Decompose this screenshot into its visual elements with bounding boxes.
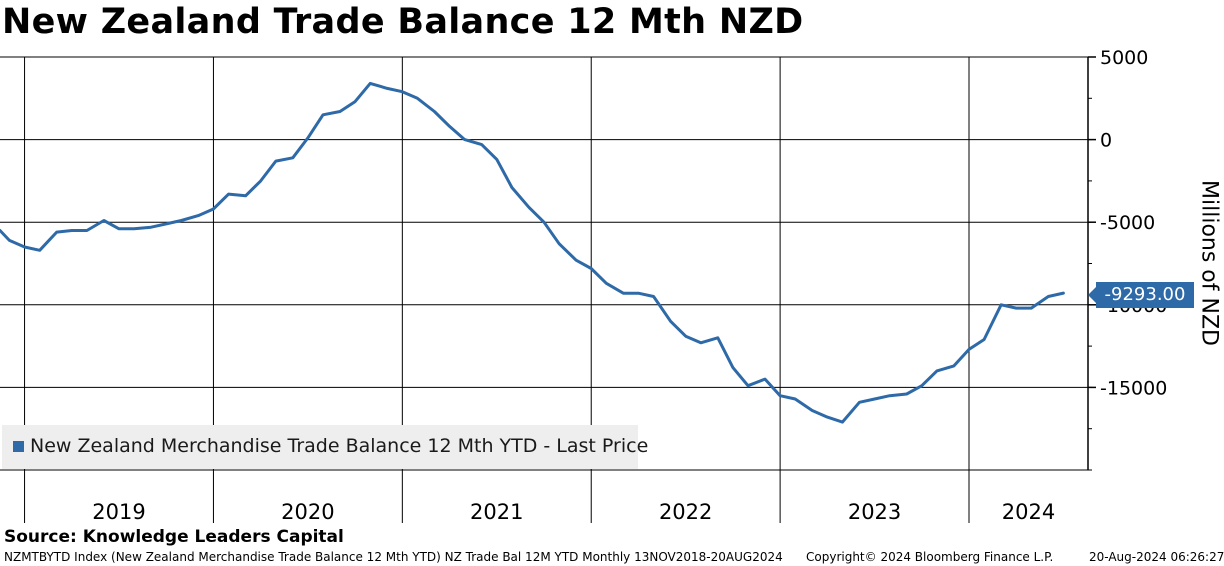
y-tick-label: -15000 — [1100, 377, 1167, 399]
y-axis-label: Millions of NZD — [1196, 180, 1222, 346]
chart-legend: New Zealand Merchandise Trade Balance 12… — [2, 425, 648, 469]
x-tick-label: 2019 — [92, 500, 145, 524]
last-value-label: -9293.00 — [1096, 282, 1194, 308]
y-tick-label: -5000 — [1100, 212, 1155, 234]
x-tick-label: 2021 — [470, 500, 523, 524]
y-tick-label: 5000 — [1100, 47, 1148, 69]
footer-date: 20-Aug-2024 06:26:27 — [1089, 550, 1224, 564]
source-note: Source: Knowledge Leaders Capital — [4, 527, 344, 547]
series-line — [0, 81, 1065, 424]
footer-index-info: NZMTBYTD Index (New Zealand Merchandise … — [4, 550, 783, 564]
x-tick-label: 2020 — [281, 500, 334, 524]
chart-title: New Zealand Trade Balance 12 Mth NZD — [2, 2, 804, 42]
legend-swatch — [13, 441, 24, 452]
x-tick-label: 2023 — [848, 500, 901, 524]
last-value-pointer — [1088, 287, 1096, 303]
legend-label: New Zealand Merchandise Trade Balance 12… — [30, 435, 649, 457]
x-tick-label: 2024 — [1002, 500, 1055, 524]
x-tick-label: 2022 — [659, 500, 712, 524]
y-tick-label: 0 — [1100, 130, 1112, 152]
footer-copyright: Copyright© 2024 Bloomberg Finance L.P. — [806, 550, 1054, 564]
